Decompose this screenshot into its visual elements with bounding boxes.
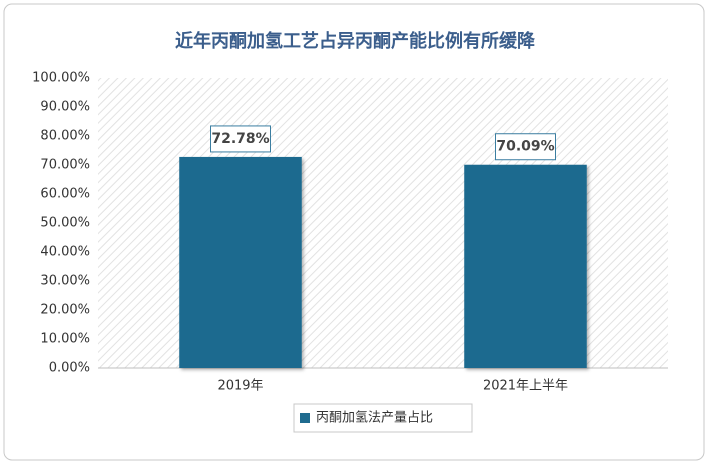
y-tick-label: 60.00% bbox=[40, 187, 90, 202]
data-label: 72.78% bbox=[211, 131, 269, 147]
y-tick-label: 50.00% bbox=[40, 216, 90, 231]
y-tick-label: 20.00% bbox=[40, 303, 90, 318]
x-tick-label: 2019年 bbox=[217, 379, 263, 394]
bar bbox=[179, 156, 302, 368]
data-label-box bbox=[210, 125, 271, 153]
y-tick-label: 10.00% bbox=[40, 332, 90, 347]
legend-label: 丙酮加氢法产量占比 bbox=[316, 411, 433, 426]
data-label: 70.09% bbox=[496, 139, 554, 155]
y-tick-label: 0.00% bbox=[49, 361, 90, 376]
bar bbox=[464, 164, 587, 368]
y-tick-label: 30.00% bbox=[40, 274, 90, 289]
legend-box bbox=[293, 403, 473, 433]
chart-title: 近年丙酮加氢工艺占异丙酮产能比例有所缓降 bbox=[175, 30, 536, 52]
data-label-box bbox=[495, 133, 556, 161]
y-tick-label: 100.00% bbox=[32, 71, 90, 86]
x-tick-label: 2021年上半年 bbox=[483, 379, 568, 394]
y-tick-label: 90.00% bbox=[40, 100, 90, 115]
y-tick-label: 80.00% bbox=[40, 129, 90, 144]
y-tick-label: 70.00% bbox=[40, 158, 90, 173]
legend-swatch bbox=[300, 413, 310, 423]
y-tick-label: 40.00% bbox=[40, 245, 90, 260]
